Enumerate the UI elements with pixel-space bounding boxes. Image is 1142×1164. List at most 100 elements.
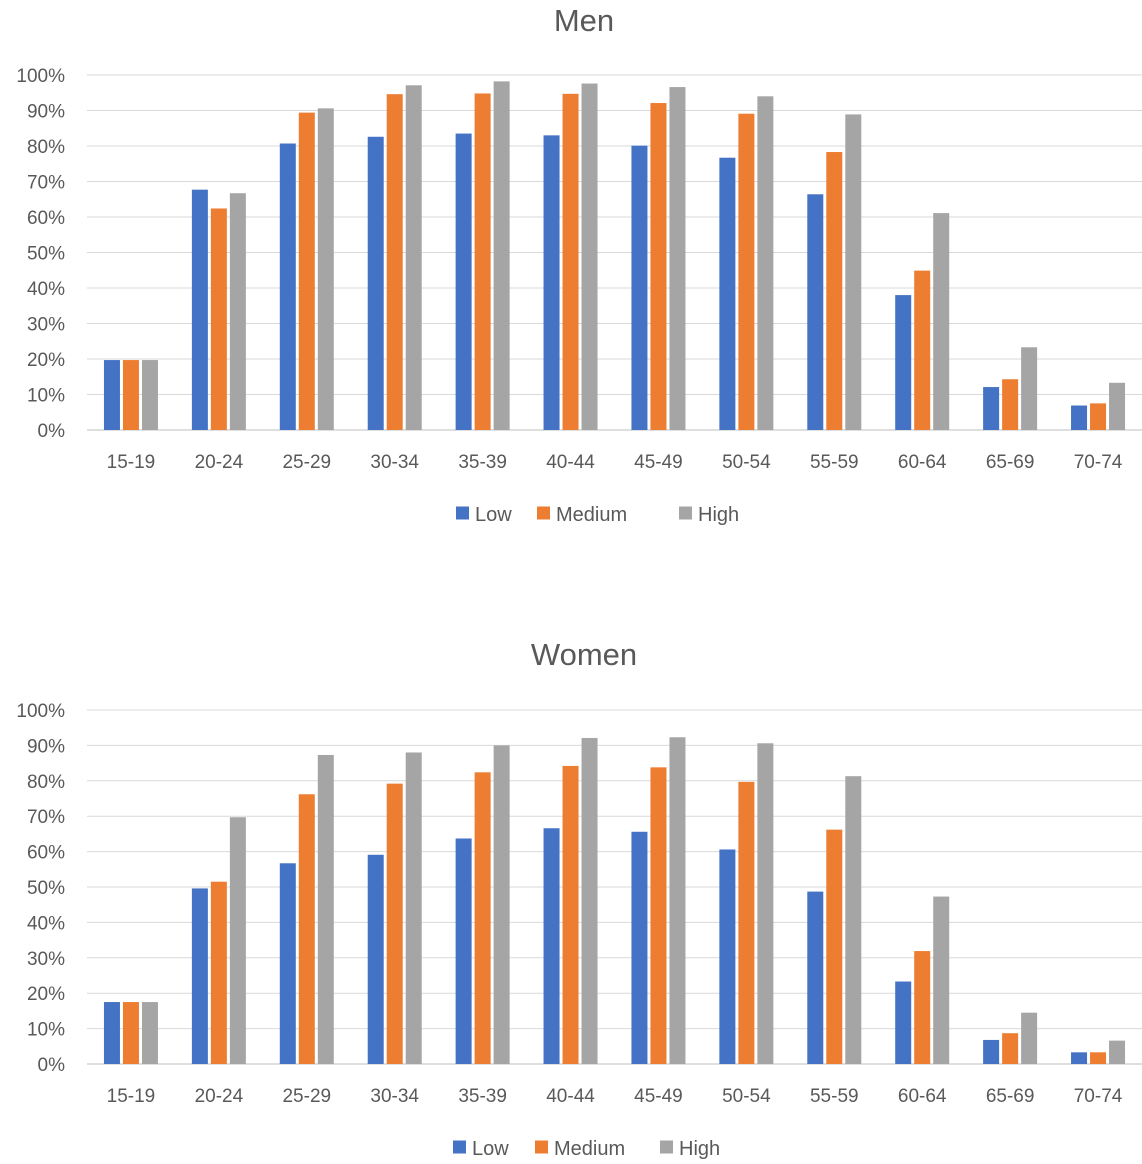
y-tick-label: 10% bbox=[27, 386, 65, 407]
bar-low-30-34 bbox=[367, 854, 384, 1064]
y-tick-label: 30% bbox=[27, 315, 65, 336]
y-tick-label: 40% bbox=[27, 279, 65, 300]
y-tick-label: 0% bbox=[38, 1055, 66, 1076]
x-tick-label: 20-24 bbox=[195, 1086, 244, 1107]
bar-low-35-39 bbox=[455, 133, 472, 430]
legend-label-medium: Medium bbox=[556, 504, 627, 526]
bar-high-15-19 bbox=[141, 360, 158, 430]
bar-high-55-59 bbox=[845, 776, 862, 1064]
bar-low-45-49 bbox=[631, 145, 648, 430]
y-tick-label: 90% bbox=[27, 736, 65, 757]
legend-label-low: Low bbox=[475, 504, 512, 526]
bar-medium-55-59 bbox=[826, 829, 843, 1064]
men-chart: Men 0% 10% 20% 30% 40% 50% 60% 70% 80% 90% 100% 15… bbox=[16, 3, 1142, 526]
bar-high-20-24 bbox=[229, 193, 246, 430]
legend-swatch-low bbox=[453, 1140, 466, 1154]
bar-high-30-34 bbox=[405, 85, 422, 431]
bar-low-60-64 bbox=[895, 295, 912, 430]
bars bbox=[103, 81, 1126, 431]
bar-medium-60-64 bbox=[914, 270, 931, 430]
women-chart: Women 0%10%20%30%40%50%60%70%80%90%100% … bbox=[16, 637, 1142, 1160]
bar-low-25-29 bbox=[279, 143, 296, 430]
y-tick-label: 80% bbox=[27, 772, 65, 793]
bar-medium-25-29 bbox=[298, 112, 315, 430]
x-tick-label: 65-69 bbox=[986, 452, 1035, 473]
x-tick-label: 60-64 bbox=[898, 1086, 947, 1107]
x-tick-label: 45-49 bbox=[634, 1086, 683, 1107]
bar-medium-45-49 bbox=[650, 103, 667, 431]
bar-medium-65-69 bbox=[1002, 379, 1019, 430]
y-tick-label: 100% bbox=[16, 66, 65, 87]
x-tick-label: 50-54 bbox=[722, 452, 771, 473]
legend-swatch-high bbox=[679, 506, 692, 520]
bar-high-70-74 bbox=[1109, 1040, 1126, 1064]
bar-medium-15-19 bbox=[122, 360, 139, 430]
legend: Low Medium High bbox=[456, 504, 739, 526]
bar-low-70-74 bbox=[1071, 1052, 1088, 1064]
x-tick-label: 40-44 bbox=[546, 452, 595, 473]
x-tick-label: 40-44 bbox=[546, 1086, 595, 1107]
x-tick-label: 20-24 bbox=[195, 452, 244, 473]
bar-low-20-24 bbox=[191, 888, 208, 1064]
y-tick-label: 40% bbox=[27, 913, 65, 934]
y-tick-label: 70% bbox=[27, 173, 65, 194]
bar-low-70-74 bbox=[1071, 405, 1088, 430]
bar-medium-70-74 bbox=[1090, 1052, 1107, 1064]
bar-medium-30-34 bbox=[386, 94, 403, 431]
legend-swatch-low bbox=[456, 506, 469, 520]
bar-low-15-19 bbox=[103, 1002, 120, 1064]
bar-high-35-39 bbox=[493, 81, 510, 430]
y-tick-label: 30% bbox=[27, 949, 65, 970]
legend-label-medium: Medium bbox=[554, 1138, 625, 1160]
legend-swatch-medium bbox=[537, 506, 550, 520]
legend-label-high: High bbox=[679, 1138, 720, 1160]
y-tick-label: 60% bbox=[27, 843, 65, 864]
bar-high-65-69 bbox=[1021, 347, 1038, 430]
bar-high-60-64 bbox=[933, 896, 950, 1064]
x-tick-label: 15-19 bbox=[107, 452, 156, 473]
bar-medium-20-24 bbox=[210, 881, 227, 1064]
legend: Low Medium High bbox=[453, 1138, 720, 1160]
bar-high-35-39 bbox=[493, 745, 510, 1064]
x-tick-label: 70-74 bbox=[1074, 452, 1123, 473]
bar-medium-20-24 bbox=[210, 208, 227, 430]
x-tick-label: 45-49 bbox=[634, 452, 683, 473]
bar-low-30-34 bbox=[367, 136, 384, 430]
y-tick-label: 60% bbox=[27, 208, 65, 229]
x-tick-label: 50-54 bbox=[722, 1086, 771, 1107]
bar-low-45-49 bbox=[631, 831, 648, 1064]
x-tick-label: 60-64 bbox=[898, 452, 947, 473]
bar-low-15-19 bbox=[103, 360, 120, 430]
y-tick-label: 80% bbox=[27, 137, 65, 158]
bar-low-40-44 bbox=[543, 135, 560, 430]
x-tick-label: 25-29 bbox=[282, 452, 331, 473]
y-tick-label: 90% bbox=[27, 102, 65, 123]
bars bbox=[103, 737, 1126, 1064]
bar-low-55-59 bbox=[807, 194, 824, 430]
bar-low-50-54 bbox=[719, 157, 736, 430]
bar-medium-40-44 bbox=[562, 93, 579, 430]
bar-medium-65-69 bbox=[1002, 1033, 1019, 1064]
x-tick-label: 55-59 bbox=[810, 452, 859, 473]
bar-medium-35-39 bbox=[474, 93, 491, 431]
x-tick-label: 70-74 bbox=[1074, 1086, 1123, 1107]
bar-medium-30-34 bbox=[386, 783, 403, 1064]
bar-high-45-49 bbox=[669, 87, 686, 430]
x-tick-label: 35-39 bbox=[458, 1086, 507, 1107]
bar-high-70-74 bbox=[1109, 382, 1126, 430]
bar-high-25-29 bbox=[317, 754, 334, 1064]
bar-high-50-54 bbox=[757, 96, 774, 431]
chart-title: Men bbox=[554, 3, 614, 38]
bar-medium-70-74 bbox=[1090, 403, 1107, 430]
bar-low-35-39 bbox=[455, 838, 472, 1064]
x-tick-label: 35-39 bbox=[458, 452, 507, 473]
legend-label-low: Low bbox=[472, 1138, 509, 1160]
x-tick-label: 30-34 bbox=[370, 1086, 419, 1107]
x-tick-label: 25-29 bbox=[282, 1086, 331, 1107]
bar-high-50-54 bbox=[757, 743, 774, 1064]
y-tick-label: 20% bbox=[27, 984, 65, 1005]
bar-medium-60-64 bbox=[914, 951, 931, 1064]
bar-low-40-44 bbox=[543, 828, 560, 1064]
bar-medium-50-54 bbox=[738, 781, 755, 1064]
bar-low-60-64 bbox=[895, 981, 912, 1064]
